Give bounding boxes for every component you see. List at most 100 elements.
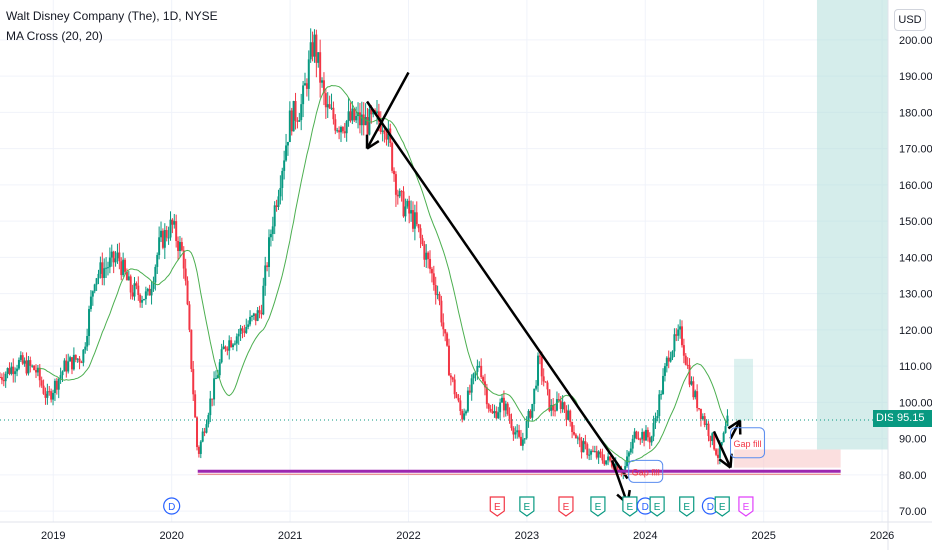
candle-body <box>425 252 428 260</box>
candle-body <box>476 365 479 372</box>
earnings-marker[interactable] <box>622 496 638 517</box>
candle-body <box>194 394 197 418</box>
earnings-marker[interactable] <box>489 496 505 517</box>
candle-body <box>510 419 513 429</box>
gap-fill-2-box[interactable] <box>730 427 766 459</box>
candle-body <box>322 80 325 94</box>
trend-line[interactable] <box>366 100 629 480</box>
candle-body <box>34 370 37 373</box>
candle-body <box>300 104 303 121</box>
zone-red-zone[interactable] <box>734 449 841 468</box>
time-tick-label: 2022 <box>396 530 420 542</box>
moving-average <box>37 84 728 462</box>
event-label: E <box>654 502 661 513</box>
candle-body <box>677 329 680 336</box>
candle-body <box>218 362 221 376</box>
candle-body <box>658 394 661 417</box>
candle-body <box>266 265 269 268</box>
candle-body <box>338 130 341 133</box>
candle-body <box>415 212 418 225</box>
candle-body <box>76 358 79 360</box>
candle-body <box>93 284 96 292</box>
candle-body <box>69 357 72 362</box>
candle-body <box>271 226 274 235</box>
candle-body <box>86 336 89 347</box>
candle-body <box>254 313 257 321</box>
candle-body <box>0 377 3 380</box>
arrow-bottom-2[interactable] <box>712 430 732 469</box>
candle-body <box>546 382 549 390</box>
candle-body <box>538 355 541 357</box>
earnings-marker[interactable] <box>590 496 606 517</box>
candle-body <box>201 431 204 442</box>
candle-body <box>192 368 195 395</box>
candle-body <box>298 120 301 122</box>
candle-body <box>89 296 92 310</box>
price-tick-label: 170.00 <box>899 144 932 156</box>
price-tick-label: 70.00 <box>899 506 927 518</box>
dividend-marker[interactable] <box>163 497 181 515</box>
gap-fill-1-box[interactable] <box>628 459 664 483</box>
candle-body <box>574 434 577 439</box>
candle-body <box>313 34 316 57</box>
candle-body <box>499 402 502 413</box>
candle-body <box>586 444 589 456</box>
candle-body <box>444 329 447 334</box>
price-tick-label: 160.00 <box>899 180 932 192</box>
candle-body <box>381 130 384 132</box>
candle-body <box>146 288 149 292</box>
candle-body <box>521 439 524 446</box>
candle-body <box>131 292 134 297</box>
candle-body <box>684 355 687 365</box>
candle-body <box>703 416 706 425</box>
earnings-marker[interactable] <box>519 496 535 517</box>
candle-body <box>334 119 337 131</box>
candle-body <box>430 268 433 274</box>
price-tick-label: 200.00 <box>899 35 932 47</box>
candle-body <box>321 80 324 83</box>
earnings-marker[interactable] <box>714 496 730 517</box>
candle-body <box>427 252 430 259</box>
indicator-label[interactable]: MA Cross (20, 20) <box>6 29 103 43</box>
candle-body <box>197 447 200 454</box>
candle-body <box>127 276 130 281</box>
time-tick-label: 2025 <box>751 530 775 542</box>
candle-body <box>571 422 574 433</box>
earnings-marker[interactable] <box>649 496 665 517</box>
candle-body <box>184 268 187 281</box>
candle-body <box>633 431 636 439</box>
candle-body <box>616 463 619 471</box>
candle-body <box>353 108 356 121</box>
arrow-top[interactable] <box>365 71 410 150</box>
time-tick-label: 2019 <box>41 530 65 542</box>
candle-body <box>601 454 604 461</box>
earnings-marker[interactable] <box>738 496 754 517</box>
candle-body <box>186 280 189 305</box>
event-label: E <box>719 502 726 513</box>
candle-body <box>235 336 238 344</box>
candle-body <box>243 330 246 333</box>
candle-body <box>82 349 85 363</box>
candle-body <box>196 417 199 448</box>
arrow-bottom-3[interactable] <box>729 419 742 440</box>
candle-body <box>283 160 286 171</box>
earnings-marker[interactable] <box>679 496 695 517</box>
candle-body <box>169 219 172 238</box>
candle-body <box>163 230 166 248</box>
candle-body <box>228 340 231 351</box>
candle-body <box>250 315 253 317</box>
candle-body <box>489 408 492 412</box>
earnings-marker[interactable] <box>558 496 574 517</box>
zone-long-target[interactable] <box>816 0 888 450</box>
candle-body <box>175 221 178 241</box>
candle-body <box>290 110 293 132</box>
candle-body <box>597 451 600 458</box>
candle-body <box>696 391 699 409</box>
event-label: D <box>707 502 714 513</box>
currency-button[interactable]: USD <box>894 9 926 31</box>
candle-body <box>268 237 271 268</box>
candle-body <box>135 283 138 286</box>
zone-long-small[interactable] <box>734 358 754 421</box>
candle-body <box>537 355 540 386</box>
